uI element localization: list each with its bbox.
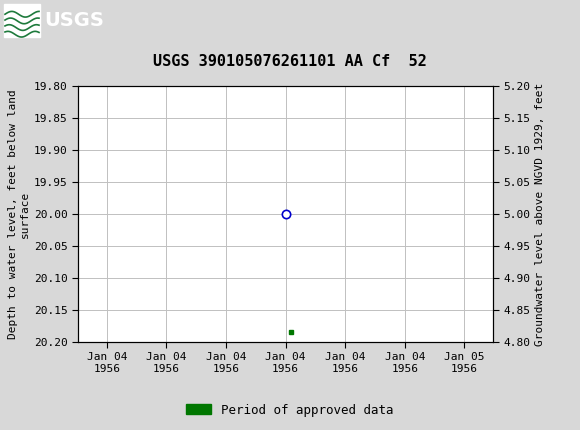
Bar <box>4 4 40 37</box>
Text: USGS: USGS <box>44 11 104 30</box>
Y-axis label: Groundwater level above NGVD 1929, feet: Groundwater level above NGVD 1929, feet <box>535 82 545 346</box>
Text: USGS 390105076261101 AA Cf  52: USGS 390105076261101 AA Cf 52 <box>153 54 427 69</box>
Legend: Period of approved data: Period of approved data <box>181 399 399 421</box>
Y-axis label: Depth to water level, feet below land
surface: Depth to water level, feet below land su… <box>8 89 30 339</box>
